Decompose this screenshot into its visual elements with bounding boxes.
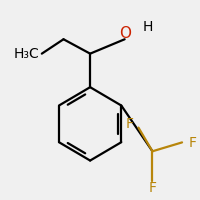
Text: F: F bbox=[148, 181, 156, 195]
Text: H: H bbox=[143, 20, 153, 34]
Text: F: F bbox=[125, 117, 133, 131]
Text: H₃C: H₃C bbox=[13, 47, 39, 61]
Text: F: F bbox=[188, 136, 196, 150]
Text: O: O bbox=[119, 26, 131, 41]
